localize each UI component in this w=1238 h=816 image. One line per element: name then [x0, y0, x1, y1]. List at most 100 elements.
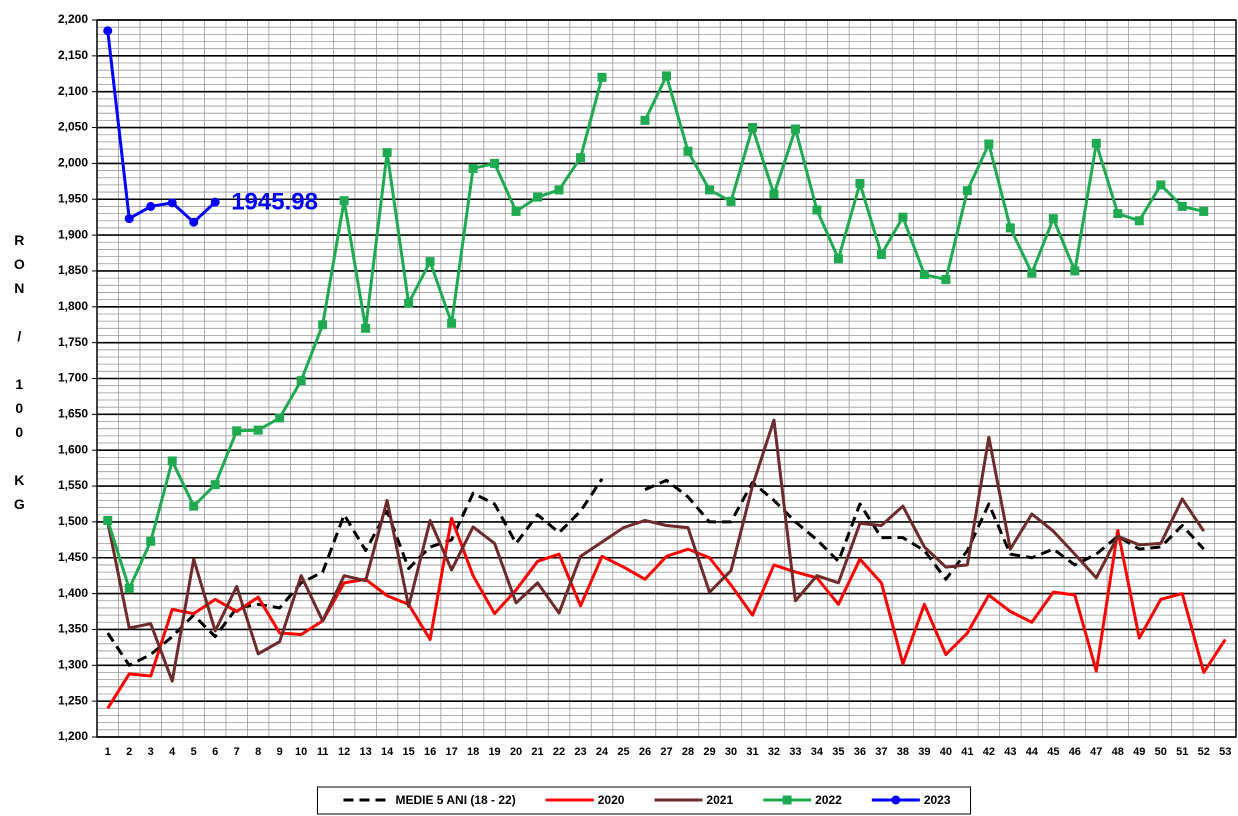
legend-item: 2021	[654, 793, 733, 807]
y-tick-label: 1,900	[58, 227, 88, 241]
x-tick-label: 20	[510, 746, 522, 758]
y-tick-label: 1,450	[58, 550, 88, 564]
x-tick-label: 2	[126, 746, 132, 758]
legend-item: MEDIE 5 ANI (18 - 22)	[343, 793, 516, 807]
point-marker	[683, 146, 693, 156]
legend-item: 2023	[871, 793, 951, 807]
point-marker	[447, 318, 457, 328]
x-tick-label: 51	[1176, 746, 1188, 758]
point-marker	[468, 163, 478, 173]
x-tick-label: 35	[832, 746, 844, 758]
x-tick-label: 47	[1090, 746, 1102, 758]
point-marker	[1113, 209, 1123, 219]
x-tick-label: 17	[445, 746, 457, 758]
point-marker	[167, 456, 177, 466]
point-marker	[769, 189, 779, 199]
point-marker	[1070, 266, 1080, 276]
x-tick-label: 53	[1219, 746, 1231, 758]
x-tick-label: 29	[703, 746, 715, 758]
point-marker	[833, 254, 843, 264]
y-tick-label: 1,550	[58, 478, 88, 492]
x-tick-label: 46	[1069, 746, 1081, 758]
y-tick-label: 2,100	[58, 84, 88, 98]
point-marker	[704, 185, 714, 195]
value-label: 1945.98	[231, 188, 318, 215]
legend-marker	[891, 795, 901, 805]
x-tick-label: 5	[191, 746, 197, 758]
point-marker	[124, 584, 134, 594]
series-line	[106, 418, 1206, 683]
x-tick-label: 1	[105, 746, 111, 758]
point-marker	[640, 115, 650, 125]
y-tick-label: 2,150	[58, 48, 88, 62]
point-marker	[984, 139, 994, 149]
x-tick-label: 9	[277, 746, 283, 758]
x-tick-label: 22	[553, 746, 565, 758]
x-tick-label: 10	[295, 746, 307, 758]
point-marker	[275, 413, 285, 423]
point-marker	[189, 217, 199, 227]
point-marker	[597, 72, 607, 82]
point-marker	[962, 186, 972, 196]
point-marker	[554, 185, 564, 195]
point-marker	[382, 148, 392, 158]
y-tick-label: 1,400	[58, 586, 88, 600]
point-marker	[189, 501, 199, 511]
point-marker	[511, 206, 521, 216]
point-marker	[1156, 180, 1166, 190]
y-tick-label: 1,700	[58, 371, 88, 385]
x-tick-label: 25	[617, 746, 629, 758]
x-tick-label: 23	[574, 746, 586, 758]
y-tick-label: 1,500	[58, 514, 88, 528]
y-tick-label: 1,250	[58, 693, 88, 707]
point-marker	[124, 214, 134, 224]
series-line	[106, 478, 604, 667]
point-marker	[103, 26, 113, 36]
x-tick-label: 52	[1198, 746, 1210, 758]
x-tick-label: 38	[897, 746, 909, 758]
x-tick-label: 13	[360, 746, 372, 758]
y-tick-label: 1,200	[58, 729, 88, 743]
y-tick-label: 1,600	[58, 442, 88, 456]
legend-label: 2023	[924, 793, 951, 807]
point-marker	[103, 515, 113, 525]
series-line	[644, 478, 1205, 581]
point-marker	[790, 124, 800, 134]
point-marker	[1005, 223, 1015, 233]
legend-item: 2020	[545, 793, 625, 807]
y-axis-label: RON / 100 KG	[11, 232, 27, 520]
legend-box	[316, 786, 972, 815]
x-tick-label: 36	[854, 746, 866, 758]
point-marker	[146, 201, 156, 211]
x-tick-label: 3	[148, 746, 154, 758]
point-marker	[318, 320, 328, 330]
x-tick-label: 44	[1026, 746, 1039, 758]
point-marker	[232, 426, 242, 436]
point-marker	[1134, 216, 1144, 226]
point-marker	[425, 257, 435, 267]
point-marker	[576, 153, 586, 163]
x-tick-label: 30	[725, 746, 737, 758]
point-marker	[1177, 201, 1187, 211]
point-marker	[876, 249, 886, 259]
y-tick-label: 1,300	[58, 657, 88, 671]
legend-label: 2021	[706, 793, 733, 807]
point-marker	[1199, 206, 1209, 216]
x-tick-label: 32	[768, 746, 780, 758]
point-marker	[1048, 214, 1058, 224]
x-tick-label: 4	[169, 746, 176, 758]
x-tick-label: 40	[940, 746, 952, 758]
x-tick-label: 49	[1133, 746, 1145, 758]
x-tick-label: 24	[596, 746, 609, 758]
point-marker	[726, 196, 736, 206]
x-tick-label: 39	[918, 746, 930, 758]
y-tick-label: 1,650	[58, 407, 88, 421]
point-marker	[898, 212, 908, 222]
point-marker	[296, 376, 306, 386]
legend-label: MEDIE 5 ANI (18 - 22)	[395, 793, 515, 807]
point-marker	[404, 298, 414, 308]
x-tick-label: 19	[488, 746, 500, 758]
point-marker	[490, 158, 500, 168]
x-tick-label: 8	[255, 746, 261, 758]
